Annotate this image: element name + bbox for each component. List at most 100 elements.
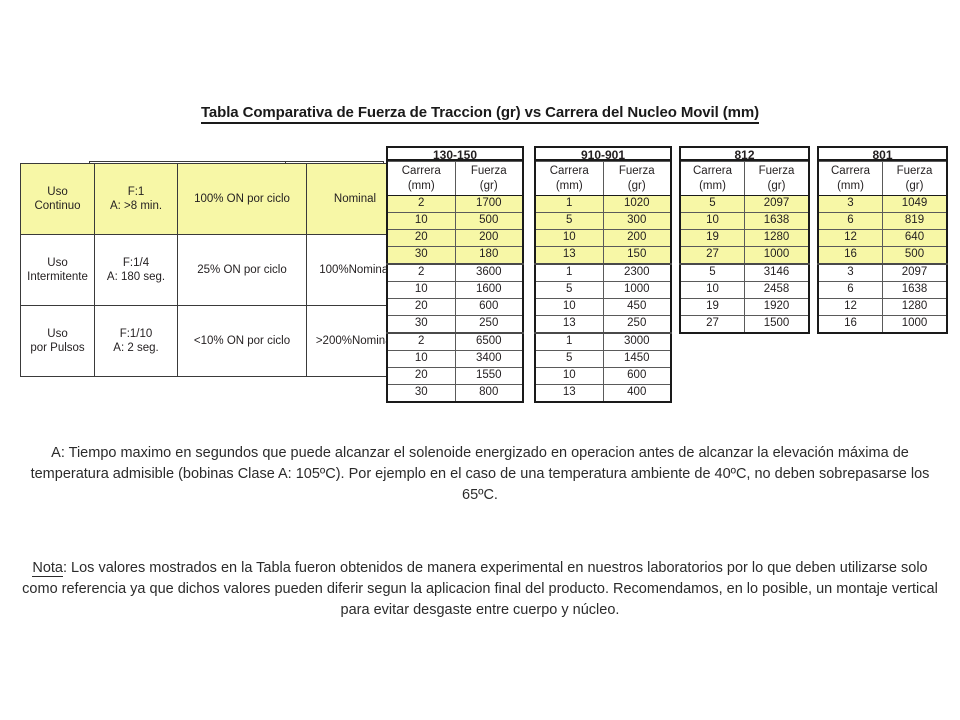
cell-uso: Uso por Pulsos (20, 305, 95, 377)
cell-carrera: 5 (535, 212, 604, 230)
cell-carrera: 13 (535, 315, 604, 334)
cell-fuerza: 640 (882, 229, 947, 247)
group-data-table: Carrera (mm) Fuerza (gr) 3 1049 6 819 12 640 16 500… (817, 161, 948, 334)
cell-fuerza: 600 (454, 298, 523, 316)
cell-carrera: 30 (387, 384, 456, 402)
group-block-910-901: 910-901 Carrera (mm) Fuerza (gr) 1 1020 5 300 10… (534, 146, 672, 403)
table-row: 12 1280 (818, 298, 947, 316)
cell-carrera: 20 (387, 367, 456, 385)
cell-duty-cycle: 25% ON por ciclo (177, 234, 307, 306)
cell-fuerza: 1550 (454, 367, 523, 385)
table-row: 12 640 (818, 229, 947, 247)
cell-fuerza: 250 (454, 315, 523, 334)
cell-fuerza: 1280 (744, 229, 809, 247)
group-data-table: Carrera (mm) Fuerza (gr) 1 1020 5 300 10 200 13 150… (534, 161, 672, 403)
table-row: 5 2097 (680, 195, 809, 213)
cell-carrera: 30 (387, 246, 456, 265)
cell-carrera: 19 (680, 298, 745, 316)
cell-carrera: 2 (387, 195, 456, 213)
cell-carrera: 1 (535, 195, 604, 213)
table-row: 10 1600 (387, 281, 523, 299)
cell-duty-cycle: 100% ON por ciclo (177, 163, 307, 235)
column-header-row: Carrera (mm) Fuerza (gr) (387, 161, 523, 196)
table-row: Uso Intermitente F:1/4 A: 180 seg. 25% ON po… (20, 234, 404, 306)
column-header-fuerza: Fuerza (gr) (744, 161, 809, 196)
cell-carrera: 5 (680, 195, 745, 213)
cell-carrera: 10 (387, 350, 456, 368)
table-row: 20 600 (387, 298, 523, 316)
group-data-table: Carrera (mm) Fuerza (gr) 2 1700 10 500 20 200 30 18… (386, 161, 524, 403)
cell-carrera: 10 (535, 229, 604, 247)
group-label: 801 (817, 146, 948, 162)
footnote-nota: Nota: Los valores mostrados en la Tabla … (18, 558, 942, 621)
table-row: 10 200 (535, 229, 671, 247)
cell-carrera: 10 (680, 281, 745, 299)
cell-carrera: 16 (818, 246, 883, 265)
cell-fuerza: 300 (602, 212, 671, 230)
cell-carrera: 1 (535, 263, 604, 282)
cell-carrera: 10 (535, 298, 604, 316)
table-row: 5 1000 (535, 281, 671, 299)
cell-fuerza: 1450 (602, 350, 671, 368)
cell-carrera: 10 (387, 212, 456, 230)
column-header-fuerza: Fuerza (gr) (602, 161, 671, 196)
cell-carrera: 6 (818, 212, 883, 230)
cell-factor: F:1 A: >8 min. (94, 163, 178, 235)
cell-fuerza: 3600 (454, 263, 523, 282)
table-row: 5 300 (535, 212, 671, 230)
cell-duty-cycle: <10% ON por ciclo (177, 305, 307, 377)
column-header-carrera: Carrera (mm) (680, 161, 745, 196)
table-row: 1 1020 (535, 195, 671, 213)
cell-fuerza: 1280 (882, 298, 947, 316)
column-header-fuerza: Fuerza (gr) (454, 161, 523, 196)
cell-fuerza: 180 (454, 246, 523, 265)
column-header-carrera: Carrera (mm) (535, 161, 604, 196)
cell-carrera: 6 (818, 281, 883, 299)
cell-fuerza: 800 (454, 384, 523, 402)
cell-fuerza: 2097 (744, 195, 809, 213)
cell-carrera: 10 (535, 367, 604, 385)
footnote-nota-label: Nota (32, 559, 63, 577)
cell-fuerza: 500 (882, 246, 947, 265)
table-row: 3 1049 (818, 195, 947, 213)
cell-fuerza: 400 (602, 384, 671, 402)
cell-fuerza: 1920 (744, 298, 809, 316)
cell-uso: Uso Continuo (20, 163, 95, 235)
table-row: 30 180 (387, 246, 523, 265)
table-row: 16 500 (818, 246, 947, 265)
cell-fuerza: 6500 (454, 332, 523, 351)
cell-fuerza: 500 (454, 212, 523, 230)
table-row: 5 3146 (680, 263, 809, 282)
table-row: 13 400 (535, 384, 671, 402)
group-block-801: 801 Carrera (mm) Fuerza (gr) 3 1049 6 819 12 640 1… (817, 146, 948, 334)
cell-fuerza: 2097 (882, 263, 947, 282)
cell-carrera: 3 (818, 195, 883, 213)
table-row: 1 3000 (535, 332, 671, 351)
cell-carrera: 30 (387, 315, 456, 334)
cell-carrera: 19 (680, 229, 745, 247)
table-row: 19 1920 (680, 298, 809, 316)
cell-fuerza: 1000 (882, 315, 947, 333)
cell-uso: Uso Intermitente (20, 234, 95, 306)
cell-fuerza: 2300 (602, 263, 671, 282)
left-section-body: Uso Continuo F:1 A: >8 min. 100% ON por cicl… (20, 163, 404, 377)
table-row: 10 450 (535, 298, 671, 316)
table-row: 27 1000 (680, 246, 809, 265)
page-title: Tabla Comparativa de Fuerza de Traccion … (0, 104, 960, 124)
cell-carrera: 2 (387, 332, 456, 351)
cell-fuerza: 450 (602, 298, 671, 316)
table-row: 2 6500 (387, 332, 523, 351)
cell-fuerza: 1000 (602, 281, 671, 299)
cell-fuerza: 200 (602, 229, 671, 247)
cell-fuerza: 250 (602, 315, 671, 334)
table-row: 10 1638 (680, 212, 809, 230)
cell-carrera: 2 (387, 263, 456, 282)
footnote-a: A: Tiempo maximo en segundos que puede a… (30, 444, 930, 503)
table-row: Uso por Pulsos F:1/10 A: 2 seg. <10% ON por … (20, 305, 404, 377)
table-row: 19 1280 (680, 229, 809, 247)
cell-fuerza: 819 (882, 212, 947, 230)
cell-fuerza: 1638 (882, 281, 947, 299)
cell-fuerza: 1638 (744, 212, 809, 230)
group-data-table: Carrera (mm) Fuerza (gr) 5 2097 10 1638 19 1280 27… (679, 161, 810, 334)
table-row: 10 500 (387, 212, 523, 230)
